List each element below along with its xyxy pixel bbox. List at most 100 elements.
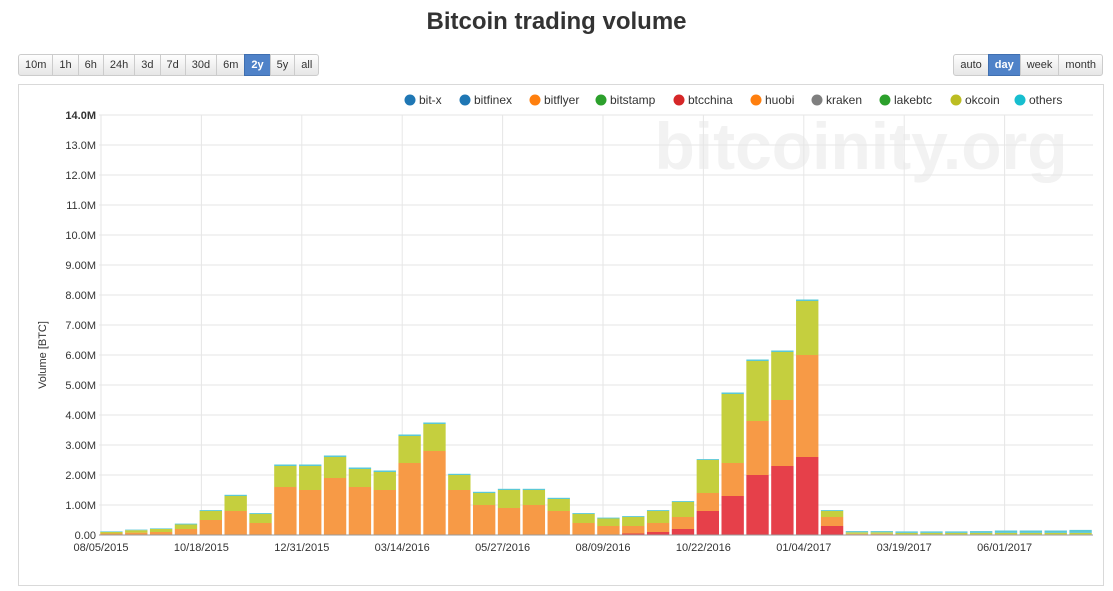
bar-others[interactable] xyxy=(646,510,670,511)
range-button-all[interactable]: all xyxy=(294,54,320,76)
bar-okcoin[interactable] xyxy=(373,472,396,490)
bar-okcoin[interactable] xyxy=(199,511,223,520)
bar-others[interactable] xyxy=(796,299,819,302)
bar-okcoin[interactable] xyxy=(572,514,595,523)
bar-okcoin[interactable] xyxy=(895,532,918,535)
bar-okcoin[interactable] xyxy=(622,517,645,526)
bar-btcchina[interactable] xyxy=(671,529,695,535)
bar-others[interactable] xyxy=(870,531,893,533)
bar-huobi[interactable] xyxy=(646,523,670,532)
bar-others[interactable] xyxy=(274,464,297,467)
bar-huobi[interactable] xyxy=(249,523,272,535)
bar-others[interactable] xyxy=(224,494,247,496)
range-button-24h[interactable]: 24h xyxy=(102,54,136,76)
bar-huobi[interactable] xyxy=(274,487,297,535)
bar-huobi[interactable] xyxy=(448,490,471,535)
bar-others[interactable] xyxy=(1019,530,1043,533)
bar-huobi[interactable] xyxy=(398,463,421,535)
bar-others[interactable] xyxy=(522,488,546,490)
bar-okcoin[interactable] xyxy=(497,490,521,508)
bar-huobi[interactable] xyxy=(671,517,695,529)
bar-others[interactable] xyxy=(746,359,769,362)
bar-huobi[interactable] xyxy=(696,493,720,511)
bar-huobi[interactable] xyxy=(472,505,496,535)
bar-okcoin[interactable] xyxy=(299,466,322,490)
bar-others[interactable] xyxy=(125,529,148,531)
legend-item-huobi[interactable]: huobi xyxy=(765,93,794,107)
bar-huobi[interactable] xyxy=(845,533,869,535)
bar-others[interactable] xyxy=(771,350,794,353)
legend-item-okcoin[interactable]: okcoin xyxy=(965,93,1000,107)
resolution-button-week[interactable]: week xyxy=(1019,54,1060,76)
bar-others[interactable] xyxy=(472,491,496,493)
bar-huobi[interactable] xyxy=(771,400,794,466)
bar-okcoin[interactable] xyxy=(323,457,347,478)
bar-huobi[interactable] xyxy=(497,508,521,535)
legend-item-bitflyer[interactable]: bitflyer xyxy=(544,93,579,107)
bar-huobi[interactable] xyxy=(224,511,247,535)
bar-others[interactable] xyxy=(174,523,198,525)
legend-item-kraken[interactable]: kraken xyxy=(826,93,862,107)
range-button-6h[interactable]: 6h xyxy=(77,54,104,76)
legend-item-btcchina[interactable]: btcchina xyxy=(688,93,733,107)
bar-huobi[interactable] xyxy=(423,451,446,535)
bar-others[interactable] xyxy=(920,531,943,533)
bar-okcoin[interactable] xyxy=(423,424,446,451)
bar-huobi[interactable] xyxy=(870,533,893,535)
bar-others[interactable] xyxy=(1044,530,1067,533)
bar-okcoin[interactable] xyxy=(796,301,819,355)
bar-others[interactable] xyxy=(572,513,595,514)
bar-okcoin[interactable] xyxy=(994,532,1018,535)
bar-others[interactable] xyxy=(373,470,396,473)
bar-huobi[interactable] xyxy=(174,529,198,535)
bar-okcoin[interactable] xyxy=(149,529,173,532)
bar-okcoin[interactable] xyxy=(870,532,893,534)
bar-huobi[interactable] xyxy=(820,517,844,526)
range-button-2y[interactable]: 2y xyxy=(244,54,271,76)
bar-others[interactable] xyxy=(1069,529,1092,533)
bar-okcoin[interactable] xyxy=(721,394,744,463)
bar-btcchina[interactable] xyxy=(746,475,769,535)
bar-huobi[interactable] xyxy=(149,532,173,535)
bar-others[interactable] xyxy=(100,531,123,532)
bar-others[interactable] xyxy=(994,530,1018,533)
bar-huobi[interactable] xyxy=(597,526,620,535)
bar-okcoin[interactable] xyxy=(945,532,968,535)
bar-okcoin[interactable] xyxy=(224,496,247,511)
bar-others[interactable] xyxy=(721,392,744,395)
bar-okcoin[interactable] xyxy=(771,352,794,400)
legend-item-others[interactable]: others xyxy=(1029,93,1062,107)
bar-okcoin[interactable] xyxy=(920,532,943,535)
bar-others[interactable] xyxy=(249,513,272,514)
resolution-button-day[interactable]: day xyxy=(987,54,1021,76)
bar-huobi[interactable] xyxy=(721,463,744,496)
bar-okcoin[interactable] xyxy=(125,530,148,533)
bar-others[interactable] xyxy=(945,531,968,533)
bar-others[interactable] xyxy=(323,455,347,458)
bar-btcchina[interactable] xyxy=(622,533,645,536)
bar-okcoin[interactable] xyxy=(249,514,272,523)
bar-okcoin[interactable] xyxy=(274,466,297,487)
bar-okcoin[interactable] xyxy=(100,532,123,534)
bar-okcoin[interactable] xyxy=(1019,532,1043,535)
bar-okcoin[interactable] xyxy=(646,511,670,523)
bar-huobi[interactable] xyxy=(796,355,819,457)
legend-item-lakebtc[interactable]: lakebtc xyxy=(894,93,932,107)
bar-huobi[interactable] xyxy=(299,490,322,535)
bar-others[interactable] xyxy=(299,464,322,467)
legend-item-bitstamp[interactable]: bitstamp xyxy=(610,93,656,107)
bar-huobi[interactable] xyxy=(373,490,396,535)
bar-huobi[interactable] xyxy=(547,511,570,535)
bar-others[interactable] xyxy=(348,467,372,470)
range-button-6m[interactable]: 6m xyxy=(216,54,246,76)
bar-btcchina[interactable] xyxy=(820,526,844,535)
bar-btcchina[interactable] xyxy=(721,496,744,535)
bar-huobi[interactable] xyxy=(572,523,595,535)
bar-btcchina[interactable] xyxy=(696,511,720,535)
range-button-10m[interactable]: 10m xyxy=(18,54,54,76)
bar-okcoin[interactable] xyxy=(174,524,198,530)
bar-okcoin[interactable] xyxy=(1069,532,1092,535)
bar-huobi[interactable] xyxy=(125,532,148,535)
bar-huobi[interactable] xyxy=(199,520,223,535)
bar-others[interactable] xyxy=(696,459,720,460)
